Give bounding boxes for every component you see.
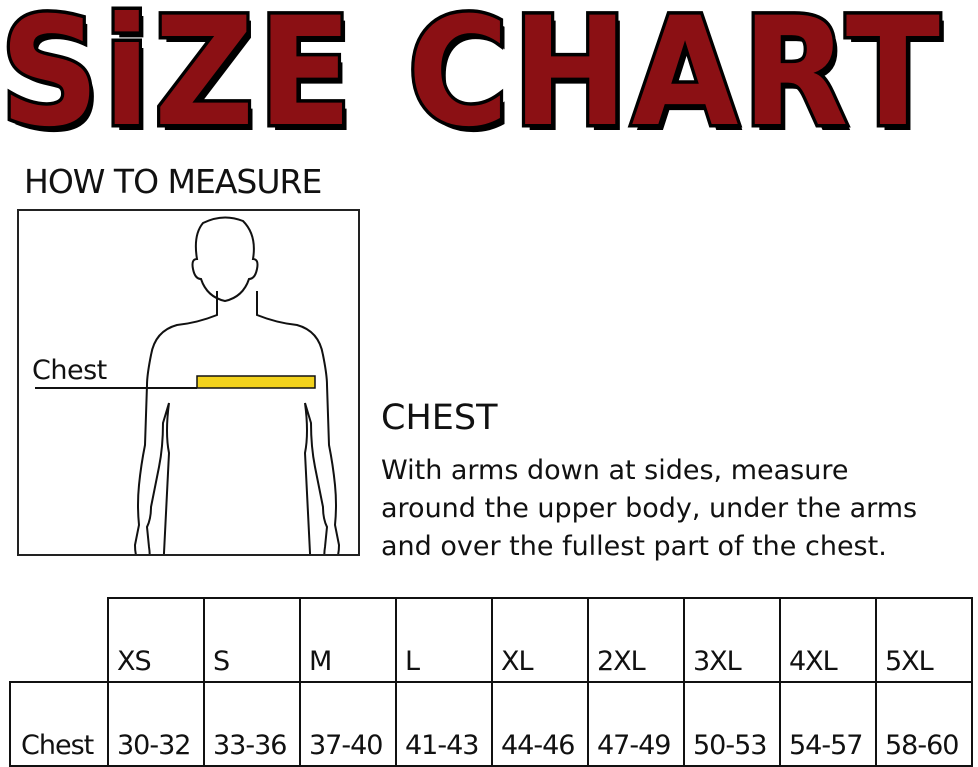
chest-value: 30-32 xyxy=(107,681,205,767)
instructions-heading: CHEST xyxy=(381,398,498,438)
size-header: M xyxy=(299,597,397,683)
size-header-row: XS S M L XL 2XL 3XL 4XL 5XL xyxy=(10,597,973,683)
instruction-line: With arms down at sides, measure xyxy=(381,455,849,486)
how-to-measure-heading: HOW TO MEASURE xyxy=(24,162,322,201)
size-header: 2XL xyxy=(587,597,685,683)
size-header: L xyxy=(395,597,493,683)
chest-value: 41-43 xyxy=(395,681,493,767)
size-header: XS xyxy=(107,597,205,683)
size-chart-title: SiZE CHART xyxy=(0,0,944,164)
chest-value: 54-57 xyxy=(779,681,877,767)
size-header: 5XL xyxy=(875,597,973,683)
measuring-tape xyxy=(196,375,316,389)
size-header: 3XL xyxy=(683,597,781,683)
chest-value: 44-46 xyxy=(491,681,589,767)
instructions-text: With arms down at sides, measure around … xyxy=(381,452,978,566)
measurement-figure xyxy=(17,209,360,574)
figure-chest-label: Chest xyxy=(32,355,107,386)
empty-corner-cell xyxy=(10,598,108,682)
size-header: XL xyxy=(491,597,589,683)
body-outline-icon xyxy=(35,216,341,574)
chest-value: 47-49 xyxy=(587,681,685,767)
chest-row: Chest 30-32 33-36 37-40 41-43 44-46 47-4… xyxy=(9,681,973,767)
chest-value: 50-53 xyxy=(683,681,781,767)
instruction-line: around the upper body, under the arms xyxy=(381,493,918,524)
size-header: 4XL xyxy=(779,597,877,683)
instruction-line: and over the fullest part of the chest. xyxy=(381,531,887,562)
size-header: S xyxy=(203,597,301,683)
chest-value: 37-40 xyxy=(299,681,397,767)
size-table: XS S M L XL 2XL 3XL 4XL 5XL Chest 30-32 … xyxy=(9,597,973,767)
chest-value: 58-60 xyxy=(875,681,973,767)
row-label: Chest xyxy=(9,681,109,767)
chest-value: 33-36 xyxy=(203,681,301,767)
